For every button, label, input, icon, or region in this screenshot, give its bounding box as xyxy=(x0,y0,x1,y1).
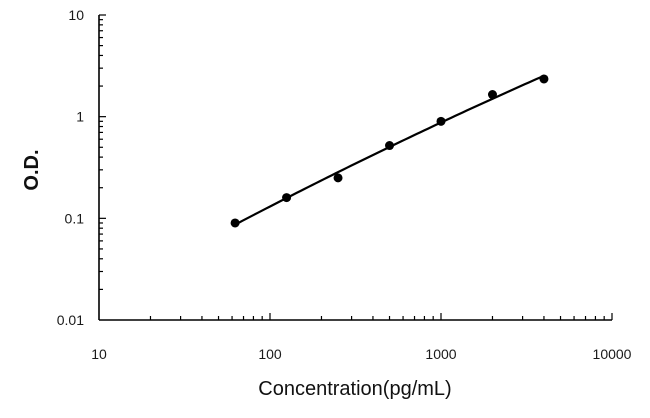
data-point xyxy=(282,193,292,203)
data-point xyxy=(230,218,240,228)
data-point xyxy=(539,74,549,84)
tick-labels-layer: 10 100 1000 10000 0.01 0.1 1 10 xyxy=(57,7,632,362)
y-tick-label: 0.01 xyxy=(57,312,84,328)
data-point xyxy=(487,90,497,100)
x-tick-label: 100 xyxy=(258,346,282,362)
y-axis-title: O.D. xyxy=(21,149,43,190)
x-tick-label: 10 xyxy=(91,346,107,362)
x-tick-label: 1000 xyxy=(425,346,456,362)
y-tick-label: 0.1 xyxy=(65,210,85,226)
data-point xyxy=(436,116,446,126)
y-tick-label: 1 xyxy=(76,109,84,125)
data-point xyxy=(333,173,343,183)
fit-curve-layer xyxy=(234,74,545,226)
x-axis-title: Concentration(pg/mL) xyxy=(258,378,451,400)
data-point xyxy=(385,141,395,151)
axes xyxy=(98,14,613,321)
x-tick-label: 10000 xyxy=(593,346,632,362)
data-points-layer xyxy=(230,74,549,228)
fit-curve xyxy=(234,74,545,226)
y-tick-label: 10 xyxy=(68,7,84,23)
